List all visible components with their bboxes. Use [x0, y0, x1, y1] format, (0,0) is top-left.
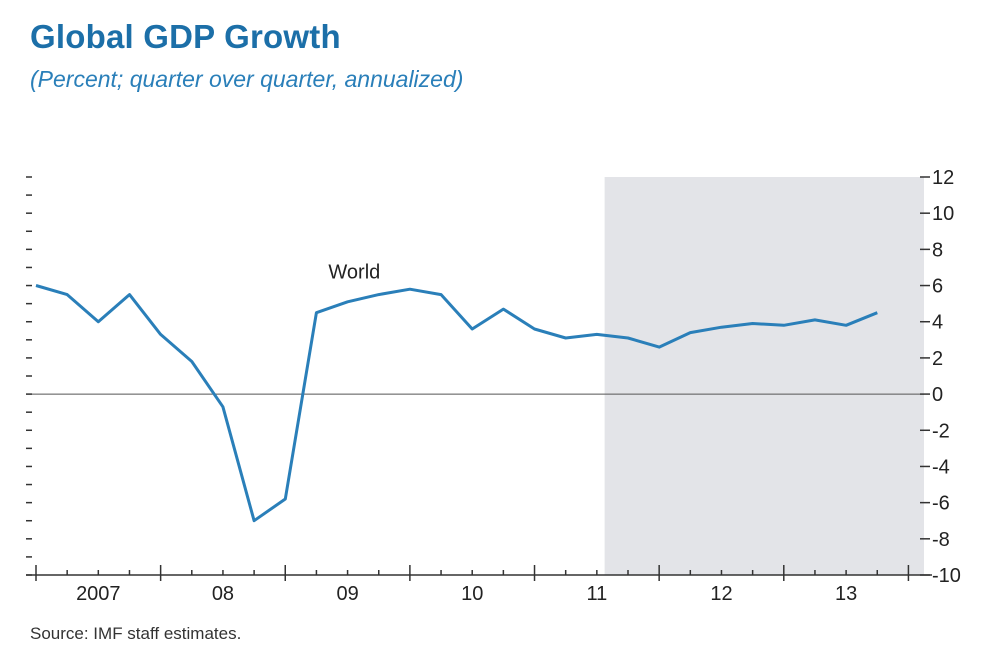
forecast-shade-layer: [604, 177, 924, 575]
x-tick-label: 2007: [76, 583, 121, 605]
series-layer: [35, 284, 878, 523]
y-tick-label: -2: [932, 420, 950, 442]
x-tick-label: 12: [710, 583, 732, 605]
x-tick-label: 08: [212, 583, 234, 605]
y-tick-label: -10: [932, 565, 961, 587]
y-tick-label: 2: [932, 348, 943, 370]
y-tick-label: 4: [932, 312, 943, 334]
gdp-growth-chart: 12 10 8 6 4 2 0 -2 -4 -6 -8 -10 2007 08 09 10 11 12 13 Wor…: [26, 167, 961, 605]
series-label-world: World: [328, 261, 380, 283]
source-note: Source: IMF staff estimates.: [30, 624, 242, 643]
series-line-world: [35, 284, 878, 523]
y-tick-label: -8: [932, 529, 950, 551]
x-tick-label: 13: [835, 583, 857, 605]
chart-title: Global GDP Growth: [30, 18, 341, 55]
y-tick-label: 0: [932, 384, 943, 406]
y-tick-label: 12: [932, 167, 954, 189]
chart-subtitle: (Percent; quarter over quarter, annualiz…: [30, 66, 464, 92]
y-tick-label: 6: [932, 276, 943, 298]
y-tick-label: -6: [932, 493, 950, 515]
axis-layer: 12 10 8 6 4 2 0 -2 -4 -6 -8 -10 2007 08 09 10 11 12 13: [26, 167, 961, 605]
forecast-shade: [604, 177, 924, 575]
x-tick-label: 10: [461, 583, 483, 605]
x-tick-label: 09: [336, 583, 358, 605]
y-tick-label: -4: [932, 456, 950, 478]
y-tick-label: 10: [932, 203, 954, 225]
y-tick-label: 8: [932, 239, 943, 261]
x-tick-label: 11: [586, 583, 607, 605]
